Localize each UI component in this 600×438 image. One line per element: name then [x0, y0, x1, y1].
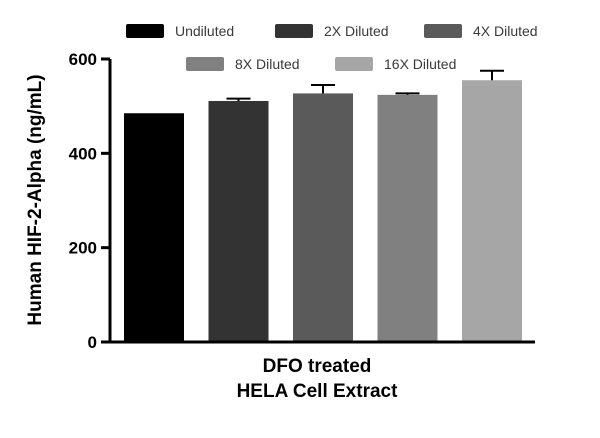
- axes: [108, 59, 535, 344]
- legend-swatch: [424, 24, 462, 38]
- legend-label: 4X Diluted: [473, 23, 538, 39]
- bar: [293, 93, 353, 342]
- legend: Undiluted 2X Diluted 4X Diluted 8X Diluted 1…: [126, 23, 538, 72]
- y-axis-title: Human HIF-2-Alpha (ng/mL): [25, 74, 46, 325]
- legend-label: 2X Diluted: [324, 23, 389, 39]
- bar: [462, 80, 522, 342]
- x-category-label-line-1: DFO treated: [263, 356, 372, 377]
- bars: [124, 80, 522, 342]
- legend-swatch: [126, 24, 164, 38]
- y-tick-label: 0: [88, 333, 97, 352]
- error-bars: [226, 69, 504, 101]
- y-tick-label: 400: [69, 144, 97, 163]
- bar: [124, 113, 184, 342]
- y-ticks: 0 200 400 600: [69, 50, 110, 352]
- legend-label: 8X Diluted: [235, 56, 300, 72]
- legend-label: Undiluted: [175, 23, 234, 39]
- legend-swatch: [275, 24, 313, 38]
- x-category-label-line-2: HELA Cell Extract: [237, 381, 399, 402]
- bar: [377, 94, 438, 342]
- legend-label: 16X Diluted: [384, 56, 456, 72]
- legend-swatch: [186, 57, 224, 71]
- legend-swatch: [335, 57, 373, 71]
- y-tick-label: 200: [69, 239, 97, 258]
- bar: [208, 100, 269, 342]
- y-tick-label: 600: [69, 50, 97, 69]
